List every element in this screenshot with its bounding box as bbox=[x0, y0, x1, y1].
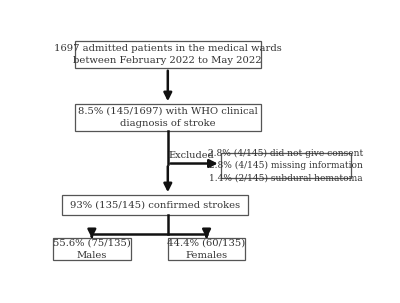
FancyBboxPatch shape bbox=[53, 238, 131, 260]
Text: 44.4% (60/135)
Females: 44.4% (60/135) Females bbox=[168, 239, 246, 260]
FancyBboxPatch shape bbox=[168, 238, 245, 260]
FancyBboxPatch shape bbox=[62, 195, 248, 215]
FancyBboxPatch shape bbox=[75, 104, 261, 131]
Text: 55.6% (75/135)
Males: 55.6% (75/135) Males bbox=[53, 239, 131, 260]
Text: 8.5% (145/1697) with WHO clinical
diagnosis of stroke: 8.5% (145/1697) with WHO clinical diagno… bbox=[78, 107, 258, 128]
Text: 93% (135/145) confirmed strokes: 93% (135/145) confirmed strokes bbox=[70, 200, 240, 209]
FancyBboxPatch shape bbox=[220, 153, 351, 178]
FancyBboxPatch shape bbox=[75, 41, 261, 68]
Text: Excluded: Excluded bbox=[168, 152, 214, 161]
Text: 2.8% (4/145) did not give consent
2.8% (4/145) missing information
1.4% (2/145) : 2.8% (4/145) did not give consent 2.8% (… bbox=[208, 148, 363, 182]
Text: 1697 admitted patients in the medical wards
between February 2022 to May 2022: 1697 admitted patients in the medical wa… bbox=[54, 44, 282, 65]
